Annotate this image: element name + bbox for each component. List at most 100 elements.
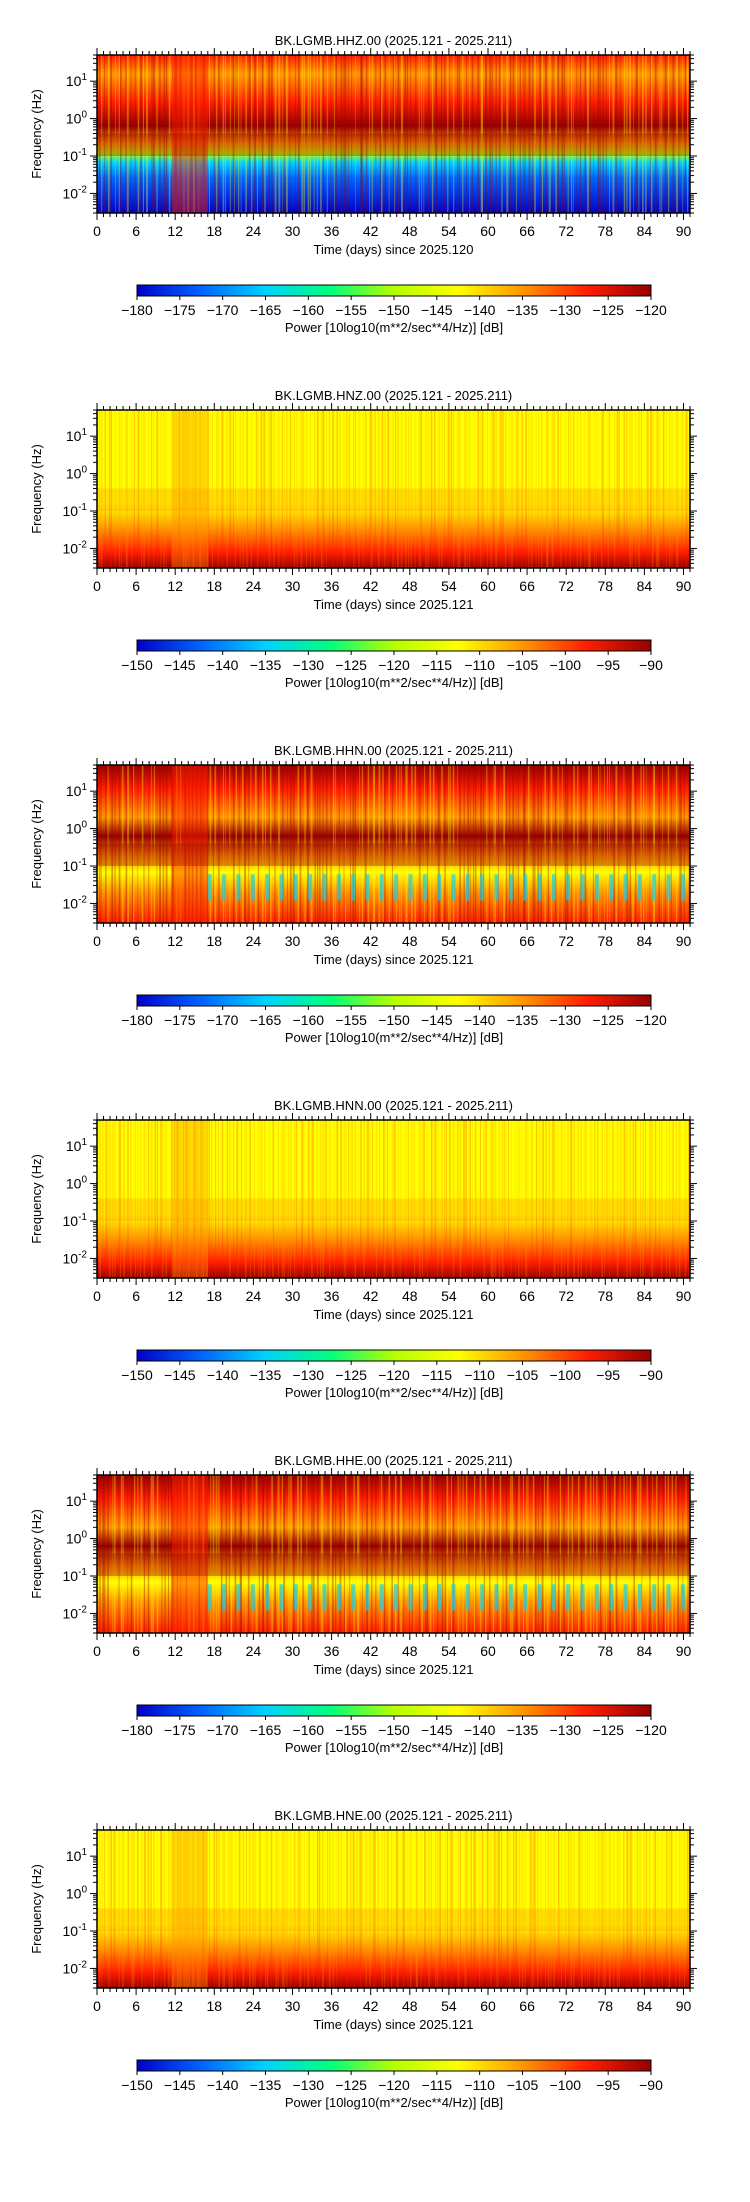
colorbar-tick-label: −150 (121, 1367, 153, 1383)
x-tick-label: 0 (93, 578, 101, 594)
colorbar-tick-label: −115 (422, 1367, 453, 1383)
x-tick-label: 12 (167, 578, 183, 594)
x-axis: 0 6 12 18 24 30 36 42 48 54 60 66 72 78 84 90 Time (days… (93, 1468, 691, 1677)
y-tick-label: 101 (66, 427, 88, 444)
colorbar: −150 −145 −140 −135 −130 −125 −120 −115 −110 −105… (121, 639, 663, 690)
x-tick-label: 24 (246, 1643, 262, 1659)
x-tick-label: 24 (246, 1998, 262, 2014)
x-tick-label: 60 (480, 223, 496, 239)
y-axis-label: Frequency (Hz) (29, 1864, 44, 1954)
x-tick-label: 54 (441, 1998, 457, 2014)
y-axis: 101 100 10-1 10-2 Frequency (Hz) (29, 54, 697, 214)
colorbar-tick-label: −105 (507, 1367, 539, 1383)
x-tick-label: 24 (246, 223, 262, 239)
y-tick-label: 100 (66, 465, 88, 482)
colorbar-tick-label: −115 (422, 657, 453, 673)
x-tick-label: 24 (246, 1288, 262, 1304)
colorbar-tick-label: −160 (293, 302, 325, 318)
colorbar-tick-label: −120 (635, 1012, 667, 1028)
plot-frame (96, 409, 691, 569)
x-tick-label: 48 (402, 933, 418, 949)
x-tick-label: 18 (207, 933, 223, 949)
x-tick-label: 0 (93, 1998, 101, 2014)
x-tick-label: 72 (558, 1998, 574, 2014)
x-tick-label: 54 (441, 933, 457, 949)
colorbar-tick-label: −90 (639, 1367, 663, 1383)
colorbar-tick-label: −100 (550, 657, 582, 673)
x-tick-label: 54 (441, 578, 457, 594)
x-tick-label: 12 (167, 1998, 183, 2014)
x-tick-label: 12 (167, 933, 183, 949)
x-tick-label: 66 (519, 1288, 535, 1304)
colorbar-tick-label: −130 (550, 1012, 582, 1028)
colorbar-gradient (136, 284, 652, 297)
colorbar: −180 −175 −170 −165 −160 −155 −150 −145 −140 −135… (121, 994, 667, 1045)
x-tick-label: 66 (519, 578, 535, 594)
colorbar-tick-label: −120 (378, 1367, 410, 1383)
x-tick-label: 42 (363, 933, 379, 949)
spectrogram-streaks (99, 765, 690, 923)
x-tick-label: 90 (676, 223, 692, 239)
colorbar-tick-label: −130 (550, 302, 582, 318)
colorbar-tick-label: −160 (293, 1722, 325, 1738)
x-tick-label: 36 (324, 933, 340, 949)
colorbar-tick-label: −150 (378, 1012, 410, 1028)
x-tick-label: 6 (132, 1643, 140, 1659)
colorbar-tick-label: −170 (207, 1012, 239, 1028)
colorbar-tick-label: −125 (592, 1722, 624, 1738)
colorbar-gradient (136, 1704, 652, 1717)
x-tick-label: 60 (480, 1998, 496, 2014)
colorbar-tick-label: −155 (335, 1012, 367, 1028)
x-tick-label: 6 (132, 223, 140, 239)
x-tick-label: 42 (363, 1998, 379, 2014)
x-tick-label: 12 (167, 1288, 183, 1304)
y-axis-label: Frequency (Hz) (29, 1509, 44, 1599)
x-tick-label: 30 (285, 1643, 301, 1659)
colorbar-tick-label: −135 (250, 1367, 282, 1383)
colorbar-tick-label: −125 (335, 1367, 367, 1383)
x-axis: 0 6 12 18 24 30 36 42 48 54 60 66 72 78 84 90 Time (days… (93, 48, 691, 257)
colorbar-tick-label: −130 (550, 1722, 582, 1738)
colorbar: −150 −145 −140 −135 −130 −125 −120 −115 −110 −105… (121, 1349, 663, 1400)
plot-frame (96, 54, 691, 214)
y-axis: 101 100 10-1 10-2 Frequency (Hz) (29, 409, 697, 569)
chart-title: BK.LGMB.HNZ.00 (2025.121 - 2025.211) (275, 388, 513, 403)
y-tick-label: 10-1 (63, 857, 88, 874)
x-tick-label: 42 (363, 578, 379, 594)
colorbar-tick-label: −135 (250, 2077, 282, 2093)
x-tick-label: 66 (519, 933, 535, 949)
colorbar-tick-label: −165 (250, 1012, 282, 1028)
colorbar-tick-label: −180 (121, 1012, 153, 1028)
colorbar-tick-label: −100 (550, 2077, 582, 2093)
spectrogram-image (97, 1830, 690, 1988)
colorbar-tick-label: −90 (639, 657, 663, 673)
x-axis-label: Time (days) since 2025.121 (314, 952, 474, 967)
colorbar-tick-label: −140 (207, 657, 239, 673)
colorbar-tick-label: −150 (378, 1722, 410, 1738)
spectrogram-image (97, 765, 690, 923)
x-axis: 0 6 12 18 24 30 36 42 48 54 60 66 72 78 84 90 Time (days… (93, 1113, 691, 1322)
colorbar-tick-label: −145 (421, 302, 453, 318)
x-tick-label: 0 (93, 1288, 101, 1304)
x-tick-label: 78 (597, 223, 613, 239)
y-tick-label: 10-2 (63, 894, 88, 911)
colorbar-tick-label: −90 (639, 2077, 663, 2093)
y-tick-label: 100 (66, 1530, 88, 1547)
spectrogram-panel-4: BK.LGMB.HNN.00 (2025.121 - 2025.211)1011… (29, 1098, 697, 1400)
y-axis-label: Frequency (Hz) (29, 89, 44, 179)
colorbar-tick-label: −120 (635, 302, 667, 318)
colorbar-tick-label: −130 (293, 657, 325, 673)
colorbar-tick-label: −155 (335, 302, 367, 318)
y-tick-label: 10-1 (63, 1212, 88, 1229)
y-tick-label: 10-2 (63, 1604, 88, 1621)
colorbar-tick-label: −110 (464, 1367, 495, 1383)
x-tick-label: 30 (285, 1998, 301, 2014)
colorbar-tick-label: −140 (464, 1012, 496, 1028)
x-tick-label: 48 (402, 1643, 418, 1659)
colorbar-gradient (136, 994, 652, 1007)
spectrogram-streaks (99, 1830, 689, 1988)
spectrogram-panel-2: BK.LGMB.HNZ.00 (2025.121 - 2025.211) 101 1… (29, 388, 697, 690)
y-axis: 101 100 10-1 10-2 Frequency (Hz) (29, 1829, 697, 1989)
x-tick-label: 6 (132, 578, 140, 594)
x-tick-label: 72 (558, 223, 574, 239)
